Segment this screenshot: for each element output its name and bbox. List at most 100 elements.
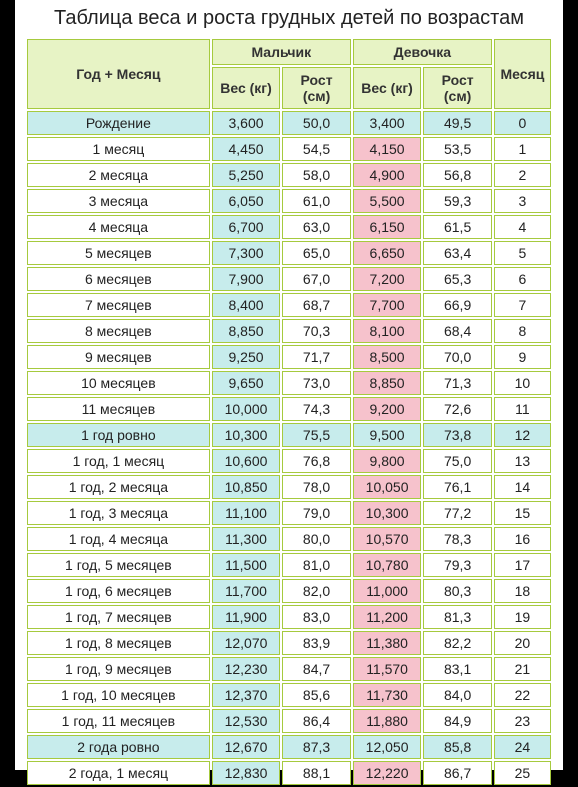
cell-month: 4	[494, 215, 551, 239]
cell-boy-height: 83,0	[282, 605, 351, 629]
cell-girl-weight: 11,200	[353, 605, 422, 629]
table-row: 10 месяцев9,65073,08,85071,310	[27, 371, 551, 395]
cell-age: 8 месяцев	[27, 319, 210, 343]
cell-age: 1 год, 4 месяца	[27, 527, 210, 551]
cell-month: 8	[494, 319, 551, 343]
cell-boy-height: 79,0	[282, 501, 351, 525]
cell-girl-height: 65,3	[423, 267, 492, 291]
cell-girl-height: 73,8	[423, 423, 492, 447]
cell-girl-weight: 7,700	[353, 293, 422, 317]
cell-girl-height: 75,0	[423, 449, 492, 473]
cell-age: 6 месяцев	[27, 267, 210, 291]
cell-boy-weight: 11,100	[212, 501, 281, 525]
col-girl-weight: Вес (кг)	[353, 67, 422, 109]
table-row: 8 месяцев8,85070,38,10068,48	[27, 319, 551, 343]
cell-boy-weight: 6,700	[212, 215, 281, 239]
table-row: 3 месяца6,05061,05,50059,33	[27, 189, 551, 213]
cell-girl-height: 84,9	[423, 709, 492, 733]
cell-month: 11	[494, 397, 551, 421]
cell-boy-height: 78,0	[282, 475, 351, 499]
table-row: 1 год, 4 месяца11,30080,010,57078,316	[27, 527, 551, 551]
cell-girl-height: 78,3	[423, 527, 492, 551]
table-row: 7 месяцев8,40068,77,70066,97	[27, 293, 551, 317]
cell-boy-weight: 10,850	[212, 475, 281, 499]
cell-girl-weight: 10,300	[353, 501, 422, 525]
cell-age: 3 месяца	[27, 189, 210, 213]
col-boy-height: Рост (см)	[282, 67, 351, 109]
cell-boy-height: 67,0	[282, 267, 351, 291]
table-row: 1 год, 8 месяцев12,07083,911,38082,220	[27, 631, 551, 655]
table-row: 1 год ровно10,30075,59,50073,812	[27, 423, 551, 447]
cell-month: 20	[494, 631, 551, 655]
cell-girl-height: 77,2	[423, 501, 492, 525]
table-row: 2 года ровно12,67087,312,05085,824	[27, 735, 551, 759]
col-month: Месяц	[494, 39, 551, 109]
table-title: Таблица веса и роста грудных детей по во…	[25, 6, 553, 31]
page-container: Таблица веса и роста грудных детей по во…	[15, 0, 563, 770]
cell-boy-weight: 6,050	[212, 189, 281, 213]
cell-boy-height: 75,5	[282, 423, 351, 447]
cell-boy-height: 81,0	[282, 553, 351, 577]
cell-girl-height: 80,3	[423, 579, 492, 603]
cell-girl-height: 63,4	[423, 241, 492, 265]
cell-boy-height: 88,1	[282, 761, 351, 785]
cell-month: 16	[494, 527, 551, 551]
table-row: 1 год, 5 месяцев11,50081,010,78079,317	[27, 553, 551, 577]
table-row: 2 месяца5,25058,04,90056,82	[27, 163, 551, 187]
cell-boy-weight: 7,300	[212, 241, 281, 265]
table-row: 4 месяца6,70063,06,15061,54	[27, 215, 551, 239]
cell-boy-height: 82,0	[282, 579, 351, 603]
cell-girl-height: 70,0	[423, 345, 492, 369]
cell-boy-weight: 8,850	[212, 319, 281, 343]
cell-girl-weight: 11,380	[353, 631, 422, 655]
cell-month: 9	[494, 345, 551, 369]
cell-boy-height: 83,9	[282, 631, 351, 655]
table-row: 1 год, 11 месяцев12,53086,411,88084,923	[27, 709, 551, 733]
cell-boy-weight: 9,650	[212, 371, 281, 395]
cell-month: 12	[494, 423, 551, 447]
cell-boy-weight: 11,500	[212, 553, 281, 577]
cell-boy-weight: 12,370	[212, 683, 281, 707]
table-row: 1 месяц4,45054,54,15053,51	[27, 137, 551, 161]
cell-month: 22	[494, 683, 551, 707]
cell-boy-weight: 12,070	[212, 631, 281, 655]
cell-boy-height: 65,0	[282, 241, 351, 265]
cell-month: 14	[494, 475, 551, 499]
cell-girl-weight: 8,500	[353, 345, 422, 369]
cell-girl-height: 59,3	[423, 189, 492, 213]
cell-boy-weight: 11,900	[212, 605, 281, 629]
cell-girl-weight: 6,150	[353, 215, 422, 239]
cell-girl-height: 82,2	[423, 631, 492, 655]
table-row: 2 года, 1 месяц12,83088,112,22086,725	[27, 761, 551, 785]
cell-age: 1 год, 9 месяцев	[27, 657, 210, 681]
cell-month: 2	[494, 163, 551, 187]
col-girl-height: Рост (см)	[423, 67, 492, 109]
cell-girl-height: 66,9	[423, 293, 492, 317]
cell-age: 9 месяцев	[27, 345, 210, 369]
cell-age: 1 год ровно	[27, 423, 210, 447]
cell-age: 1 год, 5 месяцев	[27, 553, 210, 577]
cell-boy-height: 61,0	[282, 189, 351, 213]
cell-month: 13	[494, 449, 551, 473]
cell-age: 1 год, 11 месяцев	[27, 709, 210, 733]
table-row: Рождение3,60050,03,40049,50	[27, 111, 551, 135]
cell-month: 24	[494, 735, 551, 759]
cell-age: 5 месяцев	[27, 241, 210, 265]
table-row: 1 год, 2 месяца10,85078,010,05076,114	[27, 475, 551, 499]
cell-boy-height: 50,0	[282, 111, 351, 135]
cell-girl-weight: 4,900	[353, 163, 422, 187]
cell-month: 25	[494, 761, 551, 785]
table-head: Год + Месяц Мальчик Девочка Месяц Вес (к…	[27, 39, 551, 109]
table-body: Рождение3,60050,03,40049,501 месяц4,4505…	[27, 111, 551, 785]
cell-boy-height: 71,7	[282, 345, 351, 369]
cell-boy-height: 63,0	[282, 215, 351, 239]
table-row: 1 год, 7 месяцев11,90083,011,20081,319	[27, 605, 551, 629]
table-row: 1 год, 6 месяцев11,70082,011,00080,318	[27, 579, 551, 603]
cell-girl-weight: 9,200	[353, 397, 422, 421]
cell-month: 23	[494, 709, 551, 733]
cell-month: 15	[494, 501, 551, 525]
cell-girl-height: 61,5	[423, 215, 492, 239]
cell-boy-height: 76,8	[282, 449, 351, 473]
cell-age: 1 год, 1 месяц	[27, 449, 210, 473]
cell-boy-weight: 9,250	[212, 345, 281, 369]
